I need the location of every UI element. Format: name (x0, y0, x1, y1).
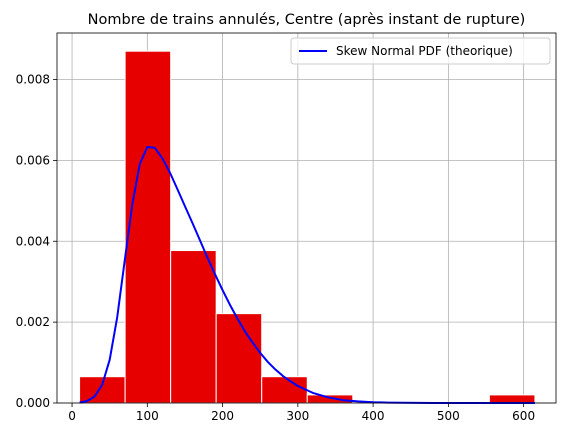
histogram-bars (79, 50, 536, 404)
histogram-bar (124, 50, 172, 404)
histogram-bar (306, 394, 354, 404)
legend-label: Skew Normal PDF (theorique) (336, 44, 513, 58)
x-tick-label: 200 (211, 409, 234, 423)
histogram-bar (215, 313, 263, 404)
histogram-bar (79, 376, 126, 404)
y-tick-label: 0.002 (16, 315, 50, 329)
x-tick-label: 0 (68, 409, 76, 423)
plot-frame (56, 32, 557, 404)
x-axis: 0 100 200 300 400 500 600 (68, 403, 535, 423)
x-tick-label: 300 (286, 409, 309, 423)
histogram-bar (170, 250, 217, 404)
legend: Skew Normal PDF (theorique) (290, 37, 551, 65)
y-tick-label: 0.008 (16, 73, 50, 87)
x-tick-label: 100 (136, 409, 159, 423)
histogram-bar (488, 394, 536, 404)
y-tick-label: 0.000 (16, 396, 50, 410)
x-tick-label: 600 (512, 409, 535, 423)
chart-title: Nombre de trains annulés, Centre (après … (88, 12, 526, 28)
x-tick-label: 500 (437, 409, 460, 423)
x-tick-label: 400 (362, 409, 385, 423)
y-tick-label: 0.004 (16, 234, 50, 248)
y-axis: 0.000 0.002 0.004 0.006 0.008 (16, 73, 57, 410)
legend-box (290, 37, 551, 65)
y-tick-label: 0.006 (16, 153, 50, 167)
plot-area (56, 32, 557, 404)
histogram-bar (261, 376, 308, 404)
